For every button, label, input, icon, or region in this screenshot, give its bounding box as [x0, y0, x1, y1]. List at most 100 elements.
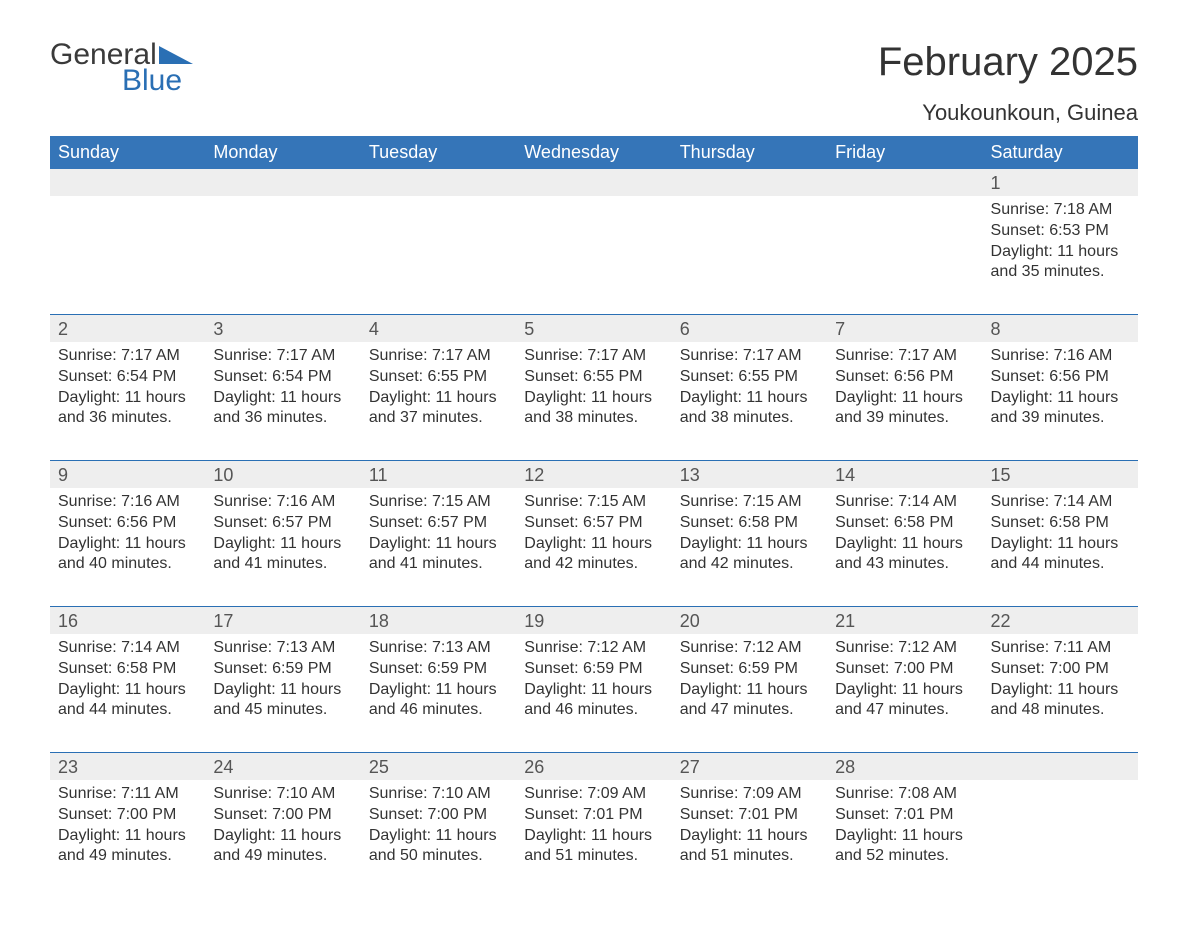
day-sunrise: Sunrise: 7:09 AM — [524, 784, 663, 805]
day-day1: Daylight: 11 hours — [680, 826, 819, 847]
day-sunrise: Sunrise: 7:16 AM — [213, 492, 352, 513]
week-content-row: Sunrise: 7:16 AMSunset: 6:56 PMDaylight:… — [50, 488, 1138, 598]
day-content: Sunrise: 7:16 AMSunset: 6:56 PMDaylight:… — [983, 342, 1138, 452]
day-number: 28 — [827, 753, 982, 780]
day-sunset: Sunset: 6:53 PM — [991, 221, 1130, 242]
day-sunset: Sunset: 6:55 PM — [524, 367, 663, 388]
day-number: 24 — [205, 753, 360, 780]
day-day1: Daylight: 11 hours — [58, 826, 197, 847]
header: General Blue February 2025 — [50, 40, 1138, 96]
day-number: 21 — [827, 607, 982, 634]
day-number: 8 — [983, 315, 1138, 342]
day-number: 3 — [205, 315, 360, 342]
day-day1: Daylight: 11 hours — [369, 388, 508, 409]
day-number — [983, 753, 1138, 780]
week-content-row: Sunrise: 7:11 AMSunset: 7:00 PMDaylight:… — [50, 780, 1138, 890]
day-sunrise: Sunrise: 7:16 AM — [991, 346, 1130, 367]
week-daynum-row: 232425262728 — [50, 752, 1138, 780]
day-day2: and 48 minutes. — [991, 700, 1130, 721]
day-sunset: Sunset: 6:57 PM — [369, 513, 508, 534]
day-content: Sunrise: 7:11 AMSunset: 7:00 PMDaylight:… — [983, 634, 1138, 744]
day-content: Sunrise: 7:14 AMSunset: 6:58 PMDaylight:… — [827, 488, 982, 598]
day-day2: and 37 minutes. — [369, 408, 508, 429]
location: Youkounkoun, Guinea — [50, 100, 1138, 126]
day-sunrise: Sunrise: 7:14 AM — [58, 638, 197, 659]
day-day2: and 38 minutes. — [680, 408, 819, 429]
day-content: Sunrise: 7:16 AMSunset: 6:56 PMDaylight:… — [50, 488, 205, 598]
day-day1: Daylight: 11 hours — [213, 534, 352, 555]
day-content — [983, 780, 1138, 890]
day-day1: Daylight: 11 hours — [213, 826, 352, 847]
day-content: Sunrise: 7:11 AMSunset: 7:00 PMDaylight:… — [50, 780, 205, 890]
day-sunset: Sunset: 6:57 PM — [213, 513, 352, 534]
dow-wednesday: Wednesday — [516, 136, 671, 169]
day-number: 23 — [50, 753, 205, 780]
day-day2: and 46 minutes. — [369, 700, 508, 721]
day-content: Sunrise: 7:08 AMSunset: 7:01 PMDaylight:… — [827, 780, 982, 890]
day-number: 12 — [516, 461, 671, 488]
day-sunrise: Sunrise: 7:14 AM — [991, 492, 1130, 513]
day-sunrise: Sunrise: 7:11 AM — [991, 638, 1130, 659]
month-year: February 2025 — [878, 40, 1138, 85]
day-day2: and 44 minutes. — [991, 554, 1130, 575]
day-day1: Daylight: 11 hours — [991, 388, 1130, 409]
day-sunrise: Sunrise: 7:17 AM — [213, 346, 352, 367]
day-day1: Daylight: 11 hours — [524, 388, 663, 409]
day-content: Sunrise: 7:15 AMSunset: 6:57 PMDaylight:… — [516, 488, 671, 598]
day-sunrise: Sunrise: 7:10 AM — [213, 784, 352, 805]
day-day1: Daylight: 11 hours — [835, 680, 974, 701]
day-day1: Daylight: 11 hours — [680, 388, 819, 409]
day-day1: Daylight: 11 hours — [58, 680, 197, 701]
day-day2: and 38 minutes. — [524, 408, 663, 429]
day-sunset: Sunset: 6:54 PM — [213, 367, 352, 388]
day-content: Sunrise: 7:17 AMSunset: 6:54 PMDaylight:… — [50, 342, 205, 452]
day-day1: Daylight: 11 hours — [680, 680, 819, 701]
day-number: 16 — [50, 607, 205, 634]
day-content: Sunrise: 7:13 AMSunset: 6:59 PMDaylight:… — [205, 634, 360, 744]
day-day2: and 39 minutes. — [835, 408, 974, 429]
day-sunset: Sunset: 7:00 PM — [835, 659, 974, 680]
week-daynum-row: 9101112131415 — [50, 460, 1138, 488]
day-sunrise: Sunrise: 7:14 AM — [835, 492, 974, 513]
day-content: Sunrise: 7:18 AMSunset: 6:53 PMDaylight:… — [983, 196, 1138, 306]
day-content: Sunrise: 7:13 AMSunset: 6:59 PMDaylight:… — [361, 634, 516, 744]
day-day1: Daylight: 11 hours — [213, 388, 352, 409]
day-day2: and 50 minutes. — [369, 846, 508, 867]
day-content: Sunrise: 7:15 AMSunset: 6:57 PMDaylight:… — [361, 488, 516, 598]
day-number: 18 — [361, 607, 516, 634]
day-day2: and 49 minutes. — [58, 846, 197, 867]
day-sunset: Sunset: 6:59 PM — [524, 659, 663, 680]
day-content: Sunrise: 7:17 AMSunset: 6:54 PMDaylight:… — [205, 342, 360, 452]
day-number: 20 — [672, 607, 827, 634]
week-content-row: Sunrise: 7:18 AMSunset: 6:53 PMDaylight:… — [50, 196, 1138, 306]
day-content: Sunrise: 7:09 AMSunset: 7:01 PMDaylight:… — [672, 780, 827, 890]
day-day2: and 36 minutes. — [213, 408, 352, 429]
day-sunrise: Sunrise: 7:08 AM — [835, 784, 974, 805]
day-number: 27 — [672, 753, 827, 780]
day-content — [50, 196, 205, 306]
day-day2: and 51 minutes. — [680, 846, 819, 867]
day-day1: Daylight: 11 hours — [991, 680, 1130, 701]
day-sunrise: Sunrise: 7:17 AM — [369, 346, 508, 367]
day-sunrise: Sunrise: 7:12 AM — [835, 638, 974, 659]
day-sunset: Sunset: 6:59 PM — [213, 659, 352, 680]
day-number — [50, 169, 205, 196]
day-number — [361, 169, 516, 196]
day-number: 14 — [827, 461, 982, 488]
day-number: 19 — [516, 607, 671, 634]
page-title: February 2025 — [878, 40, 1138, 85]
day-content: Sunrise: 7:14 AMSunset: 6:58 PMDaylight:… — [983, 488, 1138, 598]
day-day2: and 47 minutes. — [835, 700, 974, 721]
day-sunset: Sunset: 7:00 PM — [213, 805, 352, 826]
day-content: Sunrise: 7:14 AMSunset: 6:58 PMDaylight:… — [50, 634, 205, 744]
dow-tuesday: Tuesday — [361, 136, 516, 169]
day-sunset: Sunset: 6:58 PM — [991, 513, 1130, 534]
day-content — [205, 196, 360, 306]
day-content: Sunrise: 7:15 AMSunset: 6:58 PMDaylight:… — [672, 488, 827, 598]
day-sunrise: Sunrise: 7:17 AM — [58, 346, 197, 367]
day-day2: and 46 minutes. — [524, 700, 663, 721]
day-number: 6 — [672, 315, 827, 342]
day-sunrise: Sunrise: 7:15 AM — [524, 492, 663, 513]
day-day2: and 47 minutes. — [680, 700, 819, 721]
day-number: 1 — [983, 169, 1138, 196]
